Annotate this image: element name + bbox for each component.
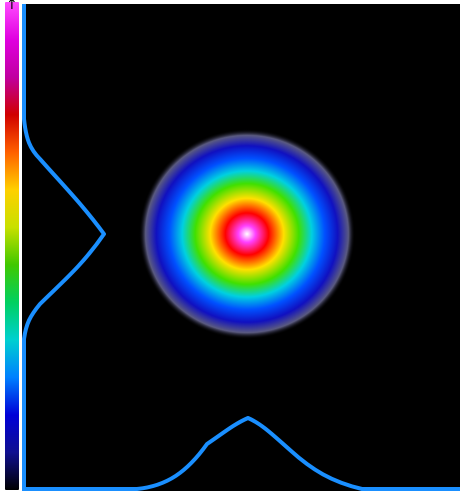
color-scale-bar xyxy=(5,2,19,490)
up-arrow-icon: ↑ xyxy=(6,0,18,13)
beam-image-canvas xyxy=(22,4,460,491)
beam-spot xyxy=(139,129,355,339)
vertical-profile-curve xyxy=(22,4,106,491)
horizontal-profile-curve xyxy=(22,416,460,491)
beam-image-area[interactable] xyxy=(22,4,460,491)
